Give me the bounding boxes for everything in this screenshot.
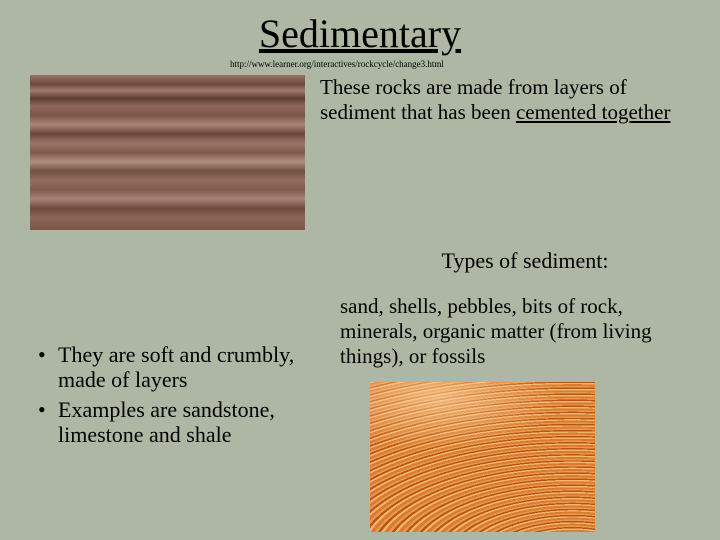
row-top: These rocks are made from layers of sedi… [30, 75, 690, 230]
rock-layers-image [30, 75, 305, 230]
source-url[interactable]: http://www.learner.org/interactives/rock… [230, 59, 690, 69]
description-text: These rocks are made from layers of sedi… [320, 75, 690, 230]
row-bottom: They are soft and crumbly, made of layer… [30, 294, 690, 532]
description-underlined: cemented together [516, 100, 671, 124]
subheading: Types of sediment: [360, 248, 690, 274]
page-title: Sedimentary [30, 10, 690, 57]
right-column: sand, shells, pebbles, bits of rock, min… [340, 294, 690, 532]
sediment-types-text: sand, shells, pebbles, bits of rock, min… [340, 294, 690, 368]
list-item: They are soft and crumbly, made of layer… [30, 342, 330, 393]
slide: Sedimentary http://www.learner.org/inter… [0, 0, 720, 540]
bullet-list: They are soft and crumbly, made of layer… [30, 294, 330, 532]
list-item: Examples are sandstone, limestone and sh… [30, 397, 330, 448]
canyon-striations-image [370, 382, 595, 532]
